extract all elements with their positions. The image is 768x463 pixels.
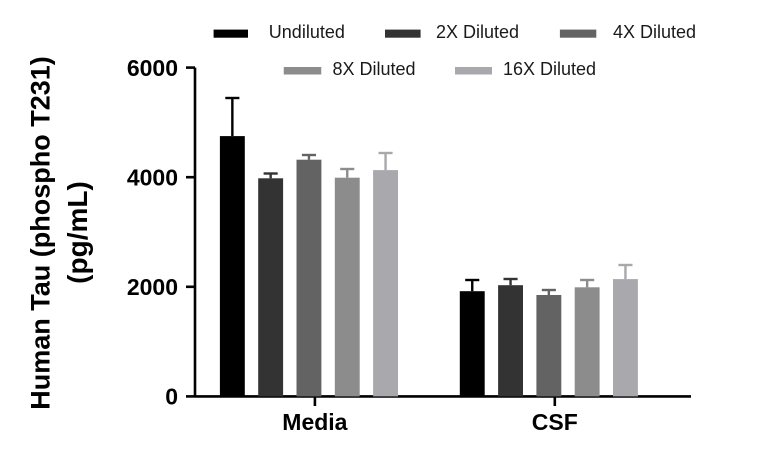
svg-text:CSF: CSF xyxy=(532,409,578,435)
svg-text:Undiluted: Undiluted xyxy=(269,22,345,42)
svg-text:6000: 6000 xyxy=(127,55,178,81)
svg-text:0: 0 xyxy=(165,384,178,410)
svg-text:16X Diluted: 16X Diluted xyxy=(503,59,596,79)
svg-text:4X Diluted: 4X Diluted xyxy=(613,22,696,42)
svg-text:2000: 2000 xyxy=(127,274,178,300)
svg-text:(pg/mL): (pg/mL) xyxy=(62,181,93,284)
svg-text:Human Tau (phospho T231): Human Tau (phospho T231) xyxy=(26,56,56,410)
svg-text:Media: Media xyxy=(282,409,347,435)
svg-text:2X Diluted: 2X Diluted xyxy=(436,22,519,42)
svg-text:4000: 4000 xyxy=(127,165,178,191)
svg-text:8X Diluted: 8X Diluted xyxy=(333,59,416,79)
